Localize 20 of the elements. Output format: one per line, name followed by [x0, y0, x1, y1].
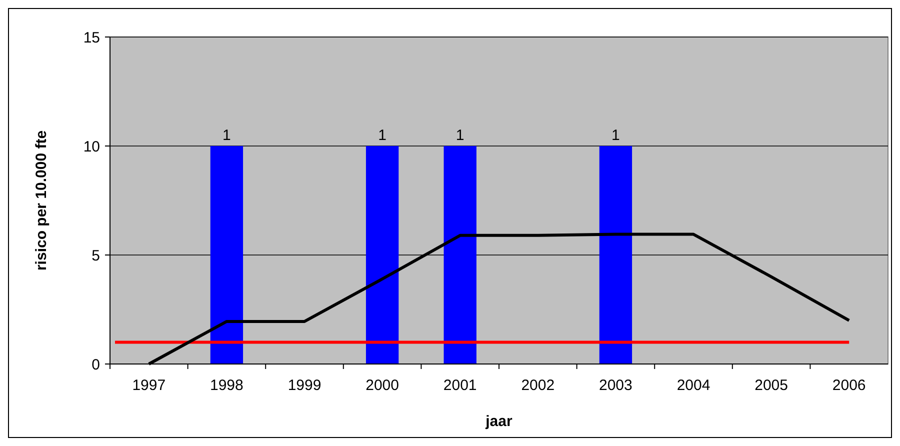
- y-tick-label: 5: [92, 247, 100, 264]
- x-tick-label: 1999: [288, 377, 322, 394]
- x-tick-label: 2003: [599, 377, 632, 394]
- x-tick-label: 2002: [521, 377, 555, 394]
- y-tick-label: 15: [83, 29, 100, 46]
- x-tick-label: 1998: [210, 377, 244, 394]
- x-tick-label: 1997: [132, 377, 166, 394]
- x-tick-label: 2000: [366, 377, 399, 394]
- y-tick-label: 10: [83, 138, 100, 156]
- x-tick-label: 2001: [443, 377, 477, 394]
- y-tick-label: 0: [92, 356, 100, 374]
- y-axis-title: risico per 10.000 fte: [33, 130, 50, 271]
- data-label: 1: [456, 127, 464, 144]
- data-label: 1: [612, 127, 620, 144]
- x-tick-label: 2005: [754, 377, 788, 394]
- x-tick-label: 2006: [832, 377, 866, 394]
- data-label: 1: [378, 127, 386, 144]
- data-label: 1: [222, 127, 231, 144]
- x-axis-title: jaar: [484, 413, 512, 430]
- x-tick-label: 2004: [676, 377, 710, 394]
